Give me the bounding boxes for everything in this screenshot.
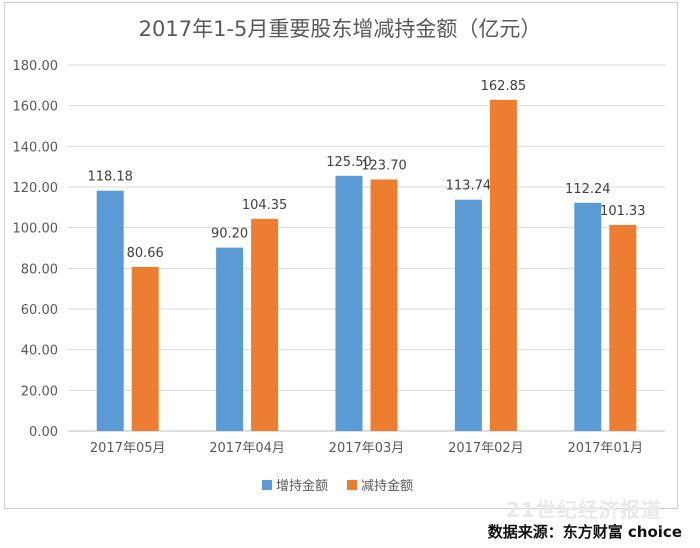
x-tick-label: 2017年02月: [448, 441, 524, 456]
data-label: 104.35: [242, 198, 288, 213]
source-note: 数据来源：东方财富 choice: [487, 523, 682, 541]
legend-swatch: [347, 480, 357, 490]
data-label: 112.24: [565, 182, 611, 197]
y-tick-label: 0.00: [29, 425, 58, 440]
legend-label: 增持金额: [276, 478, 328, 494]
legend-swatch: [262, 480, 272, 490]
data-label: 80.66: [127, 246, 164, 261]
bar-decrease: [251, 218, 279, 431]
y-tick-label: 140.00: [13, 140, 59, 155]
bar-decrease: [489, 99, 517, 431]
y-tick-label: 20.00: [21, 384, 58, 399]
data-label: 123.70: [361, 158, 407, 173]
x-tick-label: 2017年01月: [567, 441, 643, 456]
y-tick-label: 160.00: [13, 100, 59, 115]
bar-increase: [96, 190, 124, 431]
y-tick-label: 100.00: [13, 222, 59, 237]
x-tick-label: 2017年04月: [209, 441, 285, 456]
bar-decrease: [609, 224, 637, 431]
data-label: 125.50: [326, 155, 372, 170]
data-label: 90.20: [211, 227, 248, 242]
data-label: 118.18: [87, 170, 133, 185]
legend-label: 减持金额: [361, 478, 413, 494]
y-tick-label: 80.00: [21, 262, 58, 277]
x-tick-label: 2017年05月: [90, 441, 166, 456]
bar-decrease: [131, 266, 159, 431]
bar-increase: [574, 202, 602, 431]
chart-title: 2017年1-5月重要股东增减持金额（亿元）: [139, 17, 542, 41]
watermark: 21世纪经济报道: [506, 498, 662, 522]
y-tick-label: 180.00: [13, 59, 59, 74]
bar-increase: [454, 199, 482, 431]
y-tick-label: 40.00: [21, 344, 58, 359]
bar-increase: [216, 247, 244, 431]
y-tick-label: 60.00: [21, 303, 58, 318]
data-label: 162.85: [481, 79, 527, 94]
x-tick-label: 2017年03月: [329, 441, 405, 456]
bar-increase: [335, 175, 363, 431]
bar-decrease: [370, 179, 398, 431]
data-label: 101.33: [600, 204, 646, 219]
chart-frame: [4, 2, 678, 509]
data-label: 113.74: [446, 179, 492, 194]
y-tick-label: 120.00: [13, 181, 59, 196]
